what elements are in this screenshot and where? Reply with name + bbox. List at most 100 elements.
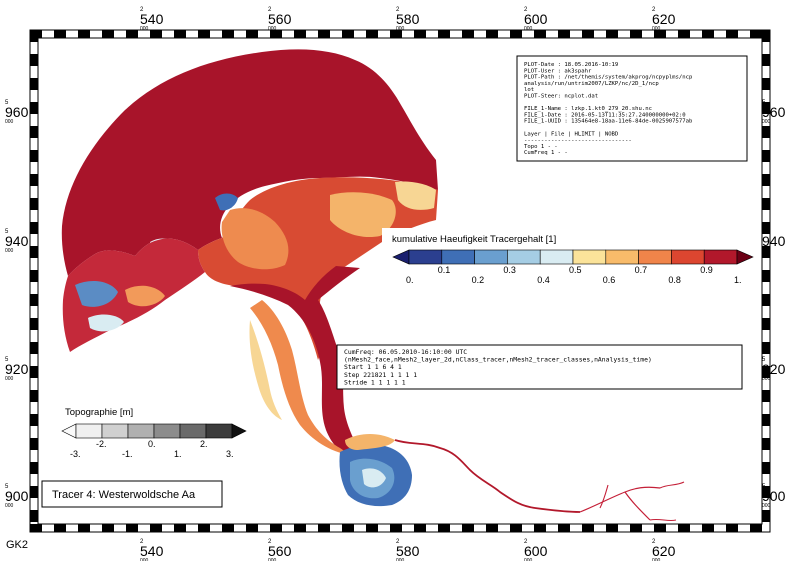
x-tick-suffix: 000 [396,558,405,561]
x-tick-prefix: 2 [140,539,144,545]
map-area [61,49,685,522]
frame-segment [486,30,498,38]
x-tick-label: 620 [652,543,676,559]
colorbar-swatch [101,423,129,439]
plot-info-line: FILE_1-Name : lzkp.1.kt0_279_20.shu.nc [524,106,652,112]
frame-segment [762,222,770,234]
colorbar-swatch [572,249,607,265]
frame-segment [702,30,714,38]
frame-segment [462,30,474,38]
frame-segment [174,30,186,38]
frame-segment [318,30,330,38]
x-tick-label: 600 [524,11,548,27]
frame-segment [414,30,426,38]
y-tick-prefix: 5 [5,357,9,363]
plot-info-line: PLOT-Date : 18.05.2016-10:19 [524,62,618,68]
x-tick-prefix: 2 [268,539,272,545]
frame-segment [534,30,546,38]
frame-segment [762,390,770,402]
frame-segment [750,30,762,38]
river-tributary [649,518,677,522]
colorbar-label: 0.5 [569,265,582,275]
colorbar-label: 0. [148,439,156,449]
frame-segment [126,30,138,38]
frame-segment [102,524,114,532]
x-tick-suffix: 000 [140,558,149,561]
x-tick-label: 600 [524,543,548,559]
y-tick-suffix: 000 [762,248,771,254]
frame-segment [726,524,738,532]
frame-segment [582,524,594,532]
frame-segment [54,30,66,38]
frame-segment [762,438,770,450]
y-tick-suffix: 000 [5,248,14,254]
x-tick-suffix: 000 [652,558,661,561]
colorbar-swatch [153,423,181,439]
frame-segment [318,524,330,532]
frame-segment [270,524,282,532]
colorbar-swatch [179,423,207,439]
frame-segment [366,30,378,38]
frame-segment [390,30,402,38]
y-tick-prefix: 5 [762,100,766,106]
frame-segment [246,524,258,532]
colorbar-swatch [127,423,155,439]
frame-segment [246,30,258,38]
frame-segment [630,524,642,532]
frame-segment [726,30,738,38]
plot-info-line: analysis/run/untrim2007/LZKP/nc/2D_1/ncp [524,81,659,87]
frame-segment [762,318,770,330]
y-tick-suffix: 000 [762,376,771,382]
y-tick-label: 960 [5,104,29,120]
frame-segment [222,524,234,532]
frame-segment [606,524,618,532]
frame-segment [30,438,38,450]
y-tick-suffix: 000 [762,119,771,125]
x-tick-label: 540 [140,11,164,27]
frame-segment [654,524,666,532]
frame-segment [750,524,762,532]
frame-segment [438,30,450,38]
colorbar-swatch [507,249,541,265]
frame-segment [102,30,114,38]
y-tick-label: 900 [762,488,786,504]
frame-segment [198,524,210,532]
frame-segment [150,30,162,38]
frame-segment [762,486,770,498]
y-tick-prefix: 5 [5,100,9,106]
frame-segment [390,524,402,532]
frame-segment [558,30,570,38]
cumfreq-info-line: CumFreq: 06.05.2010-16:10:00 UTC [344,348,467,356]
y-tick-prefix: 5 [5,484,9,490]
frame-segment [762,270,770,282]
colorbar-label: 0.2 [472,275,485,285]
cumfreq-info-line: (nMesh2_face,nMesh2_layer_2d,nClass_trac… [344,356,652,364]
frame-segment [198,30,210,38]
x-tick-suffix: 000 [396,26,405,32]
estuary-mouth [345,434,395,450]
x-tick-prefix: 2 [396,7,400,13]
plot-info-line: -------------------------------- [524,138,632,144]
tracer-legend: kumulative Haeufigkeit Tracergehalt [1] … [382,228,754,298]
frame-segment [30,366,38,378]
colorbar-label: 3. [226,449,234,459]
frame-segment [126,524,138,532]
frame-segment [438,524,450,532]
y-tick-label: 900 [5,488,29,504]
frame-segment [30,174,38,186]
plot-info-line: FILE_1-UUID : 135464e8-18aa-11e6-84de-00… [524,119,693,125]
colorbar-swatch [605,249,639,265]
x-tick-label: 560 [268,11,292,27]
frame-segment [30,54,38,66]
x-tick-prefix: 2 [140,7,144,13]
y-tick-suffix: 000 [5,376,14,382]
tracer-label-text: Tracer 4: Westerwoldsche Aa [52,489,196,501]
y-tick-label: 920 [762,361,786,377]
colorbar-label: 0.7 [635,265,648,275]
frame-segment [534,524,546,532]
cumfreq-info-line: Step 221821 1 1 1 1 [344,371,417,379]
colorbar-label: 1. [734,275,742,285]
river-tributary [599,484,609,509]
